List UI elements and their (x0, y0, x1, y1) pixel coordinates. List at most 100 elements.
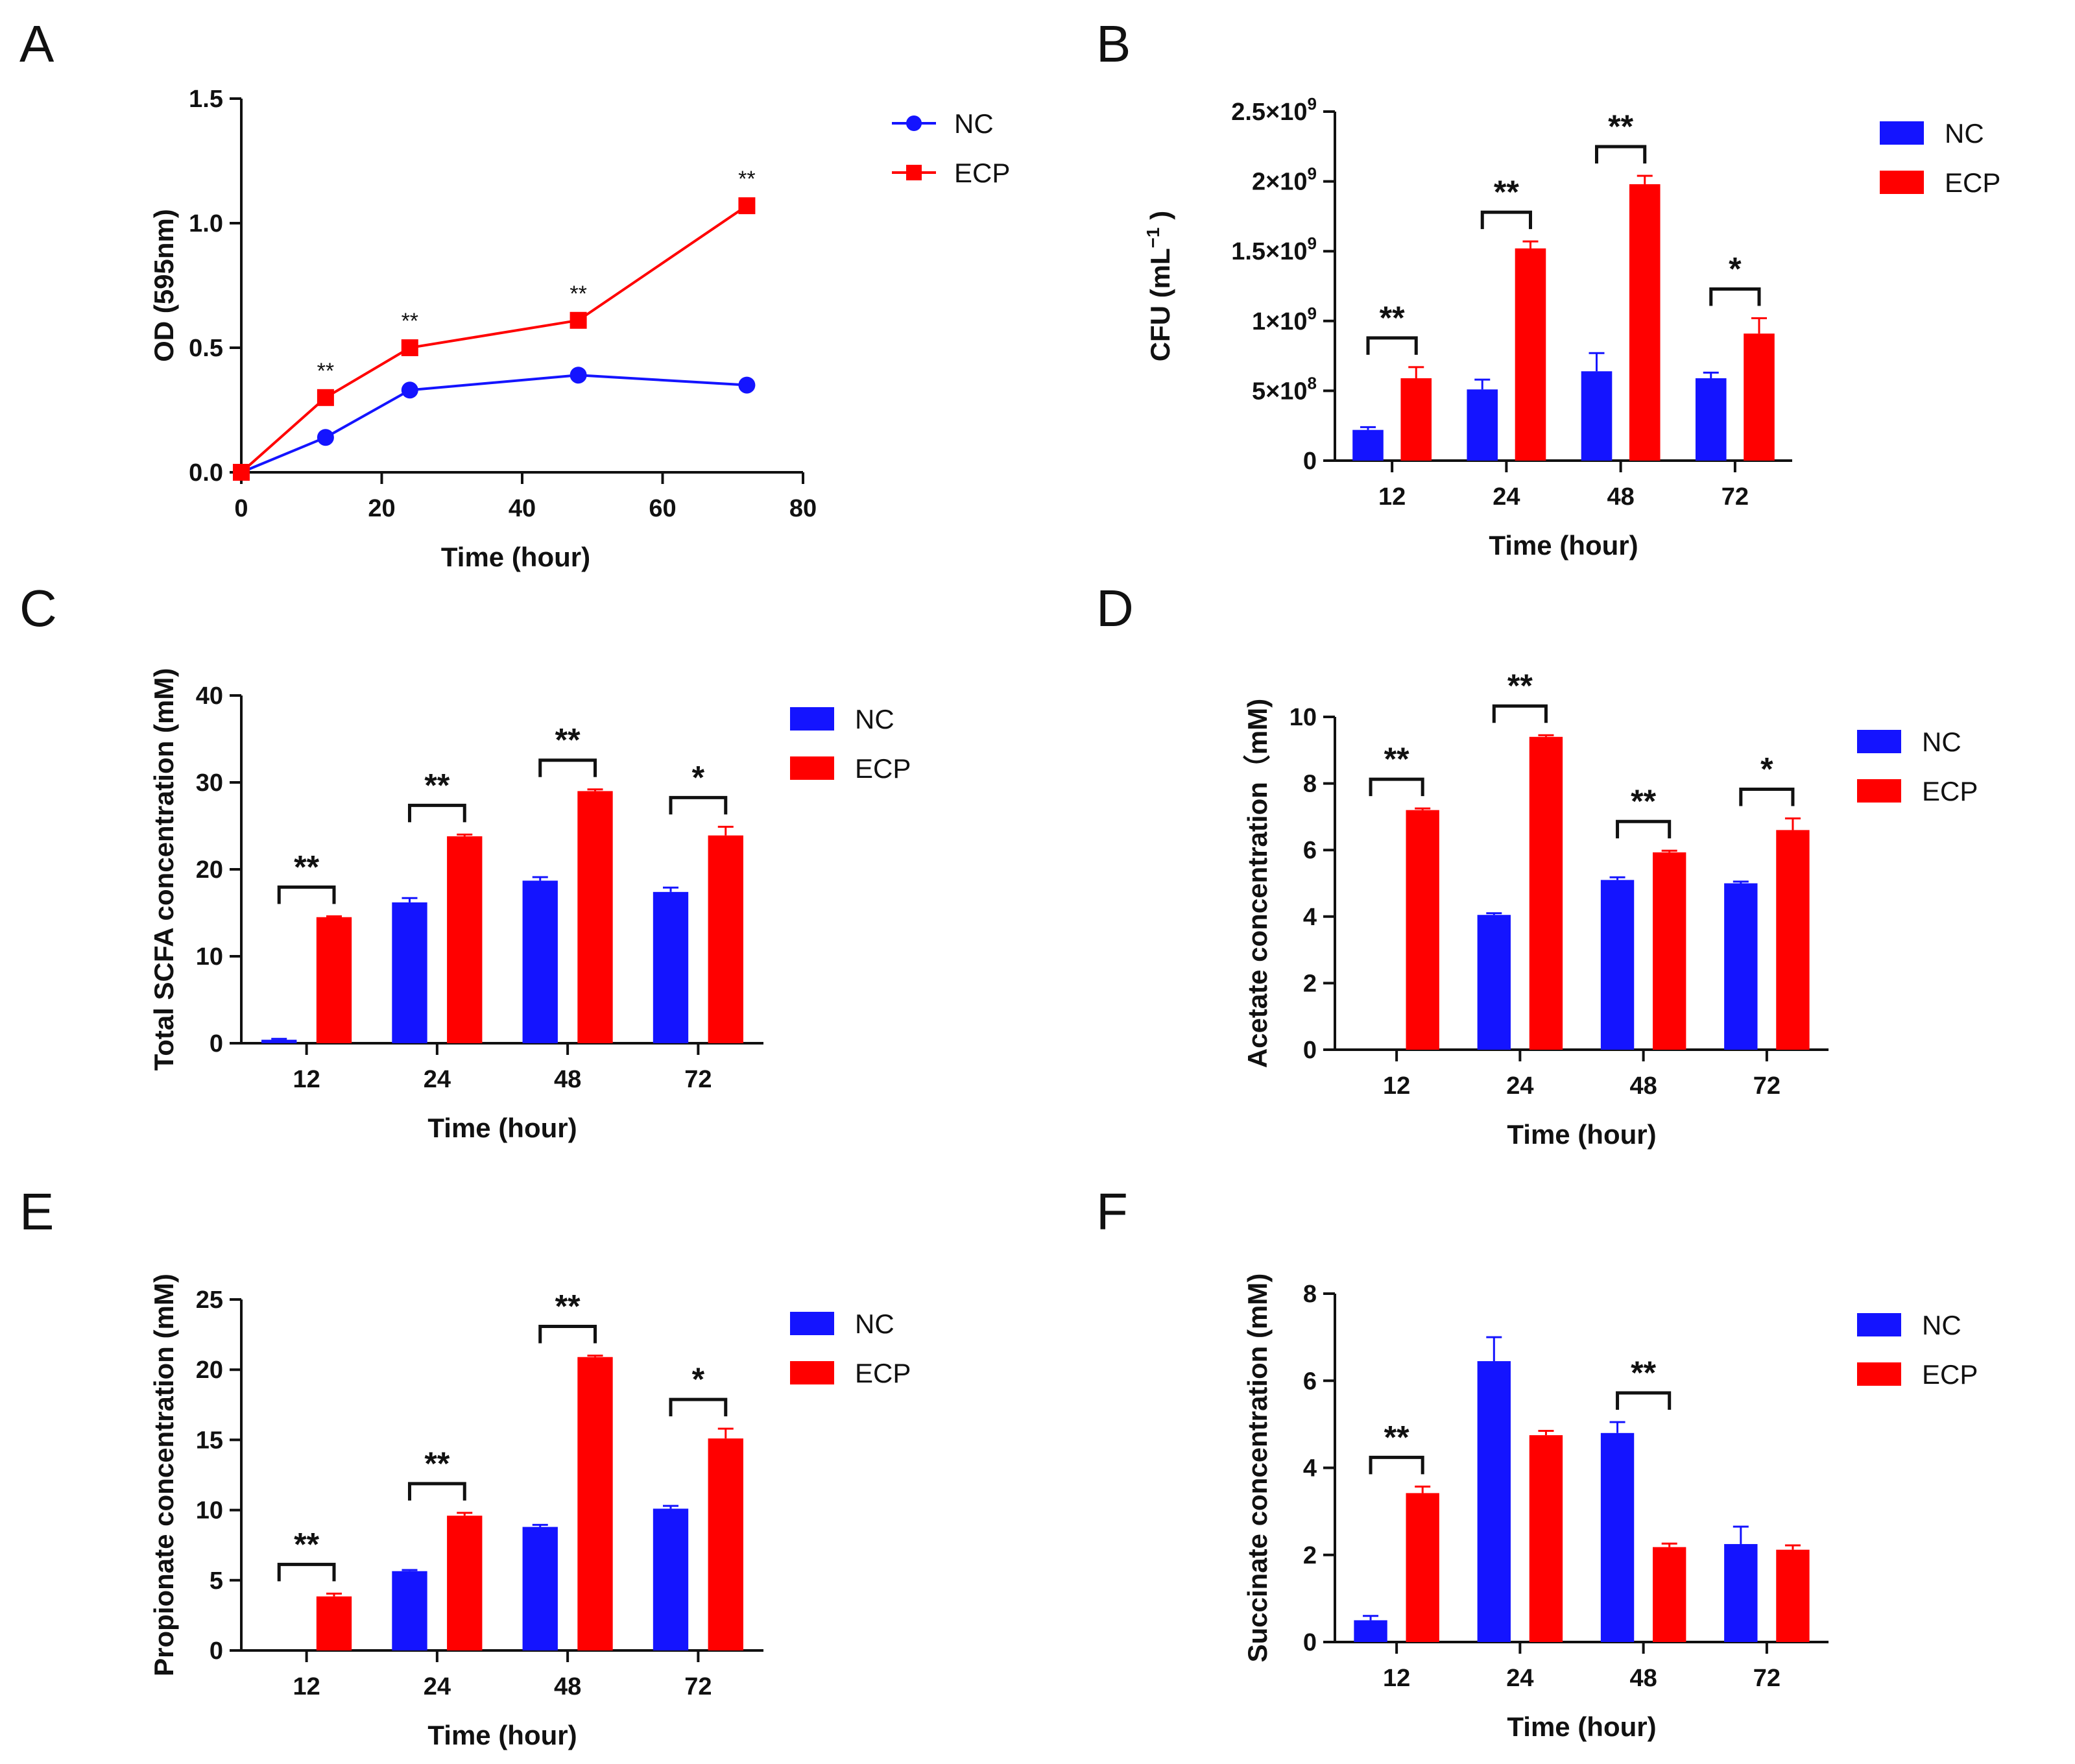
y-axis-title: Succinate concentration (mM) (1242, 1274, 1273, 1663)
data-point (570, 367, 587, 384)
bar-ecp-48 (1629, 184, 1661, 461)
legend-item-ecp: ECP (1857, 1359, 1978, 1390)
legend-item-ecp: ECP (790, 753, 911, 784)
legend-item-ecp: ECP (1857, 776, 1978, 806)
x-tick-label: 60 (649, 495, 676, 522)
significance-label: ** (1608, 108, 1633, 145)
bar-nc-72 (1724, 1543, 1758, 1642)
y-tick-label: 6 (1303, 837, 1317, 864)
data-point (738, 376, 756, 394)
bar-nc-24 (392, 1571, 427, 1650)
y-tick-label: 0 (210, 1030, 223, 1057)
significance-bracket (669, 1397, 728, 1417)
bar-ecp-12 (316, 1596, 352, 1650)
bar-ecp-24 (1515, 248, 1546, 461)
significance-label: ** (317, 359, 334, 383)
y-tick-label: 0 (1303, 1629, 1317, 1656)
bar-nc-48 (1581, 371, 1613, 461)
significance-bracket (1739, 787, 1795, 806)
y-tick-label: 0.5 (189, 335, 223, 362)
x-tick-label: 12 (1378, 483, 1406, 511)
significance-bracket (1369, 1455, 1424, 1475)
data-point (401, 381, 418, 399)
x-axis-title: Time (hour) (427, 1720, 577, 1750)
significance-label: * (692, 1361, 705, 1397)
bar-ecp-24 (1529, 736, 1563, 1050)
x-tick-label: 24 (1493, 483, 1520, 511)
legend-marker (906, 115, 922, 131)
bar-ecp-12 (316, 917, 352, 1043)
data-point (233, 464, 250, 481)
data-point (317, 429, 334, 446)
panel-b: B 0 5×108 1×109 1.5×109 2×109 2.5×109 12 ** 24 ** 4… (1096, 15, 2000, 561)
bar-nc-24 (1477, 915, 1511, 1050)
significance-bracket (1616, 819, 1672, 839)
legend-item-nc: NC (790, 704, 894, 734)
y-axis-title: OD (595nm) (149, 209, 179, 362)
bar-ecp-48 (1653, 1547, 1686, 1642)
y-tick-label: 20 (196, 1357, 223, 1384)
legend-marker (906, 165, 922, 180)
y-tick-label: 1.5×109 (1231, 234, 1317, 265)
significance-label: ** (294, 1526, 319, 1562)
panel-letter: D (1096, 579, 1134, 637)
x-tick-label: 12 (1383, 1665, 1410, 1692)
y-tick-label: 15 (196, 1427, 223, 1454)
x-tick-label: 72 (684, 1673, 712, 1700)
legend-label: ECP (1922, 776, 1978, 806)
significance-bracket (1369, 777, 1424, 797)
significance-bracket (277, 885, 336, 904)
bar-ecp-72 (708, 1438, 743, 1650)
legend-label: NC (1922, 727, 1961, 757)
significance-label: ** (555, 1288, 581, 1325)
data-point (401, 339, 418, 356)
bar-nc-48 (522, 880, 558, 1043)
bar-ecp-72 (1744, 333, 1775, 461)
x-tick-label: 48 (1607, 483, 1634, 511)
bar-ecp-72 (708, 835, 743, 1043)
legend-item-nc: NC (1880, 118, 1984, 149)
legend-item-nc: NC (790, 1309, 894, 1339)
x-tick-label: 24 (424, 1673, 451, 1700)
x-tick-label: 72 (1753, 1665, 1781, 1692)
x-axis-title: Time (hour) (1507, 1711, 1656, 1742)
significance-label: ** (424, 1445, 450, 1482)
y-tick-label: 0.0 (189, 459, 223, 487)
legend-label: ECP (855, 1358, 911, 1388)
bar-ecp-12 (1406, 810, 1439, 1050)
significance-label: ** (1507, 668, 1533, 704)
significance-bracket (1492, 704, 1548, 723)
x-tick-label: 24 (424, 1066, 451, 1093)
y-tick-label: 1.5 (189, 86, 223, 113)
panel-e: E 0 5 10 15 20 25 12 ** 24 ** 48 ** 72 * Time (hour) Pro… (19, 1183, 911, 1750)
significance-label: ** (294, 849, 319, 885)
x-tick-label: 0 (234, 495, 248, 522)
significance-bracket (407, 803, 466, 823)
bar-ecp-24 (1529, 1435, 1563, 1642)
y-tick-label: 0 (1303, 1037, 1317, 1064)
significance-label: * (692, 759, 705, 795)
x-tick-label: 48 (1629, 1665, 1657, 1692)
bar-nc-12 (1354, 1620, 1387, 1642)
y-axis-title: Propionate concentration (mM) (149, 1274, 179, 1676)
x-tick-label: 72 (684, 1066, 712, 1093)
legend-item-nc: NC (1857, 1310, 1961, 1340)
y-tick-label: 2.5×109 (1231, 94, 1317, 126)
bar-nc-12 (1352, 429, 1384, 461)
legend-item-ecp: ECP (790, 1358, 911, 1388)
panel-letter: E (19, 1183, 54, 1240)
x-axis-title: Time (hour) (1507, 1119, 1656, 1150)
bar-nc-24 (1467, 389, 1498, 461)
x-tick-label: 72 (1721, 483, 1749, 511)
y-tick-label: 8 (1303, 771, 1317, 798)
panel-a: A 0.0 0.5 1.0 1.5 0 20 40 60 80 Time (hour) OD (595… (19, 15, 1010, 572)
y-axis-title: Total SCFA concentration (mM) (149, 668, 179, 1071)
y-tick-label: 10 (1289, 704, 1317, 731)
x-axis-title: Time (hour) (441, 542, 590, 572)
bar-ecp-48 (1653, 852, 1686, 1050)
x-tick-label: 12 (1383, 1072, 1410, 1100)
y-axis-title: Acetate concentration（mM) (1242, 699, 1273, 1068)
x-tick-label: 80 (789, 495, 817, 522)
significance-bracket (1709, 287, 1761, 306)
